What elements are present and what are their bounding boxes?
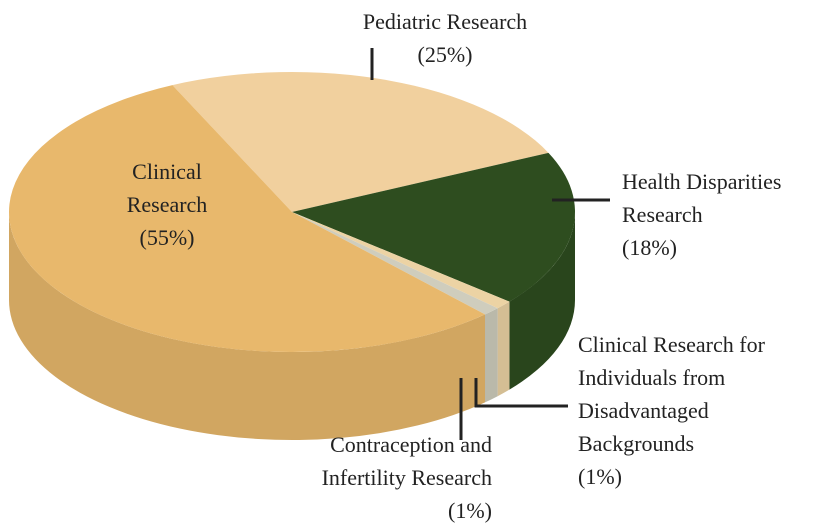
leader-line [474, 378, 568, 408]
value-label: (1%) [448, 498, 492, 523]
pie-side [485, 308, 498, 403]
pie-slice [292, 212, 510, 309]
pie-side [497, 301, 510, 397]
value-label: (25%) [417, 42, 473, 67]
pie-slice [9, 85, 486, 352]
value-label: (18%) [622, 235, 677, 260]
category-label: Clinical Research [126, 159, 208, 217]
category-label: Contraception and Infertility Research [321, 432, 492, 490]
value-label: (55%) [139, 225, 195, 250]
pie-side [509, 212, 575, 390]
pie-slice [292, 212, 498, 315]
value-label: (1%) [578, 464, 622, 489]
category-label: Health Disparities Research [622, 169, 782, 227]
category-label: Pediatric Research [362, 9, 528, 34]
pie-slice [172, 72, 549, 212]
pie-side [9, 212, 486, 440]
category-label: Clinical Research for Individuals from D… [578, 332, 765, 456]
pie-slice [292, 152, 575, 302]
